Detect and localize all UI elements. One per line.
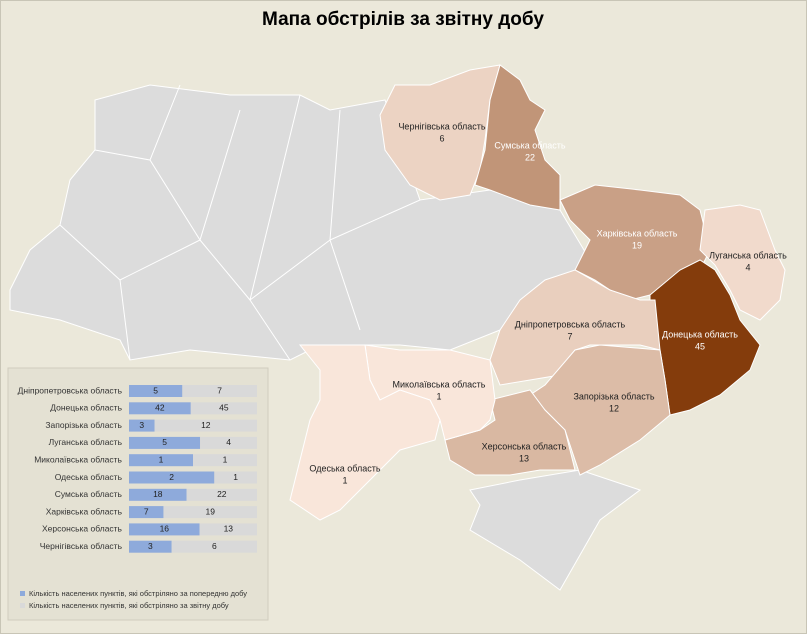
region-name: Чернігівська область: [398, 121, 485, 131]
category-label: Луганська область: [49, 437, 123, 447]
bar-segment: [129, 471, 215, 484]
region-value: 13: [519, 453, 529, 463]
legend-label: Кількість населених пунктів, які обстріл…: [29, 601, 229, 610]
legend-swatch: [20, 603, 25, 608]
region-name: Донецька область: [662, 329, 738, 339]
region-value: 45: [695, 341, 705, 351]
crimea: [469, 469, 642, 591]
value-label: 45: [219, 403, 229, 413]
value-label: 5: [162, 437, 167, 447]
bar-segment: [129, 540, 172, 553]
bar-segment: [190, 402, 257, 415]
value-label: 18: [153, 489, 163, 499]
category-label: Одеська область: [55, 472, 123, 482]
category-label: Миколаївська область: [34, 454, 122, 464]
region: [379, 64, 501, 201]
region: [699, 204, 786, 321]
region: [289, 344, 441, 521]
region-name: Запорізька область: [573, 391, 654, 401]
value-label: 3: [139, 420, 144, 430]
bar-segment: [214, 471, 257, 484]
value-label: 16: [160, 524, 170, 534]
bar-segment: [129, 488, 187, 501]
region-value: 22: [525, 152, 535, 162]
bar-segment: [129, 419, 155, 432]
value-label: 3: [148, 541, 153, 551]
bar-segment: [193, 454, 257, 467]
region-value: 12: [609, 403, 619, 413]
category-label: Сумська область: [55, 489, 123, 499]
value-label: 2: [169, 472, 174, 482]
bar-segment: [129, 385, 183, 397]
region-name: Луганська область: [709, 250, 787, 260]
value-label: 4: [226, 437, 231, 447]
region-value: 4: [745, 262, 750, 272]
category-label: Запорізька область: [45, 420, 122, 430]
bar-segment: [129, 523, 200, 536]
region-name: Харківська область: [597, 228, 678, 238]
bar-segment: [129, 454, 193, 467]
value-label: 13: [224, 524, 234, 534]
bar-segment: [129, 506, 164, 519]
region-name: Одеська область: [309, 463, 381, 473]
value-label: 1: [159, 454, 164, 464]
region: [489, 269, 661, 386]
bar-segment: [171, 540, 257, 553]
bar-segment: [129, 436, 201, 449]
value-label: 7: [144, 506, 149, 516]
value-label: 12: [201, 420, 211, 430]
category-label: Чернігівська область: [40, 541, 123, 551]
region-name: Херсонська область: [482, 441, 567, 451]
bar-segment: [199, 523, 257, 536]
bar-segment: [154, 419, 257, 432]
value-label: 5: [153, 385, 158, 395]
region-name: Сумська область: [494, 140, 566, 150]
value-label: 22: [217, 489, 227, 499]
legend-swatch: [20, 591, 25, 596]
bar-segment: [129, 402, 191, 415]
value-label: 6: [212, 541, 217, 551]
region-value: 7: [567, 331, 572, 341]
region-name: Дніпропетровська область: [515, 319, 626, 329]
title: Мапа обстрілів за звітну добу: [262, 9, 544, 30]
region-value: 1: [436, 391, 441, 401]
category-label: Харківська область: [46, 506, 123, 516]
region: [474, 64, 561, 211]
value-label: 19: [205, 506, 215, 516]
value-label: 1: [223, 454, 228, 464]
legend-label: Кількість населених пунктів, які обстріл…: [29, 589, 247, 598]
bar-segment: [182, 385, 257, 397]
region-borders: [59, 84, 421, 361]
region-value: 19: [632, 240, 642, 250]
region-value: 1: [342, 475, 347, 485]
bar-segment: [200, 436, 257, 449]
region-name: Миколаївська область: [393, 379, 486, 389]
value-label: 1: [233, 472, 238, 482]
category-label: Херсонська область: [42, 524, 123, 534]
value-label: 7: [217, 385, 222, 395]
region-value: 6: [439, 133, 444, 143]
category-label: Донецька область: [50, 403, 122, 413]
bar-segment: [186, 488, 257, 501]
category-label: Дніпропетровська область: [18, 385, 123, 395]
bar-segment: [163, 506, 257, 519]
value-label: 42: [155, 403, 165, 413]
